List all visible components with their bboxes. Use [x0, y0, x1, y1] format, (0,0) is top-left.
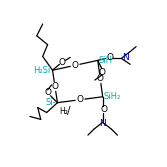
- Text: O: O: [59, 58, 66, 67]
- Text: SiH₂: SiH₂: [104, 92, 121, 101]
- Text: O: O: [72, 61, 79, 70]
- Text: O: O: [76, 95, 84, 104]
- Text: O: O: [100, 105, 107, 114]
- Text: H₂: H₂: [59, 107, 68, 116]
- Text: N: N: [122, 53, 129, 62]
- Text: O: O: [97, 74, 104, 83]
- Text: O: O: [51, 82, 58, 91]
- Text: O: O: [44, 88, 51, 97]
- Text: SiH: SiH: [99, 56, 113, 65]
- Text: Si-: Si-: [46, 98, 56, 107]
- Text: /: /: [67, 106, 71, 116]
- Text: H₂Si: H₂Si: [33, 66, 51, 75]
- Text: O: O: [106, 53, 113, 62]
- Text: O: O: [98, 68, 105, 77]
- Text: N: N: [99, 119, 106, 128]
